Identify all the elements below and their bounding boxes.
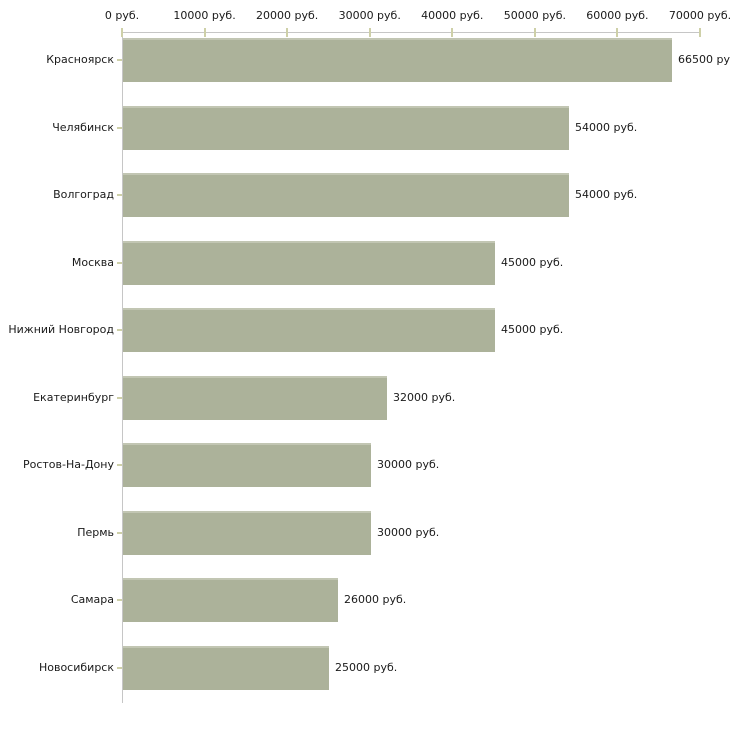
category-label: Ростов-На-Дону: [22, 458, 114, 471]
bar: [123, 510, 371, 555]
category-label: Самара: [70, 593, 114, 606]
x-axis-tick: [121, 28, 123, 37]
category-label: Волгоград: [53, 188, 114, 201]
y-axis-tick: [117, 531, 122, 534]
bar: [123, 105, 569, 150]
y-axis-tick: [117, 464, 122, 466]
bar-value-label: 25000 руб.: [335, 660, 398, 674]
category-label: Москва: [71, 255, 114, 269]
category-label: Пермь: [77, 525, 114, 539]
y-axis-tick: [117, 396, 122, 399]
category-label: Нижний Новгород: [8, 323, 114, 336]
x-axis-tick: [203, 28, 206, 37]
category-label: Новосибирск: [38, 660, 114, 674]
x-axis-tick-label: 50000 руб.: [503, 9, 566, 22]
bar: [123, 308, 495, 352]
category-label: Красноярск: [46, 53, 114, 66]
x-axis-tick-label: 20000 руб.: [256, 9, 319, 22]
category-label: Челябинск: [52, 120, 114, 134]
y-axis-tick: [117, 126, 122, 129]
y-axis-tick: [117, 194, 122, 196]
bar: [123, 173, 569, 217]
y-axis-tick: [117, 329, 122, 331]
bar-value-label: 45000 руб.: [501, 255, 564, 269]
category-label: Екатеринбург: [33, 390, 114, 404]
y-axis-tick: [117, 666, 122, 669]
x-axis-tick-label: 60000 руб.: [586, 9, 649, 22]
x-axis-tick-label: 10000 руб.: [173, 9, 236, 22]
y-axis-tick: [117, 599, 122, 601]
x-axis-tick: [616, 28, 619, 37]
bar-value-label: 66500 руб.: [678, 53, 730, 66]
y-axis-tick: [117, 59, 122, 61]
x-axis-line: [122, 32, 701, 33]
x-axis-tick: [451, 28, 454, 37]
x-axis-tick-label: 30000 руб.: [338, 9, 401, 22]
bar: [123, 578, 338, 622]
bar-value-label: 26000 руб.: [344, 593, 407, 606]
x-axis-tick-label: 0 руб.: [104, 9, 140, 22]
bar: [123, 38, 672, 82]
bar-value-label: 54000 руб.: [575, 120, 638, 134]
bar: [123, 645, 329, 690]
x-axis-tick: [533, 28, 536, 37]
bar-value-label: 54000 руб.: [575, 188, 638, 201]
bar: [123, 443, 371, 487]
y-axis-tick: [117, 261, 122, 264]
x-axis-tick: [699, 28, 701, 37]
bar: [123, 240, 495, 285]
x-axis-tick-label: 40000 руб.: [421, 9, 484, 22]
x-axis-tick-label: 70000 руб.: [668, 9, 730, 22]
bar-value-label: 30000 руб.: [377, 525, 440, 539]
y-axis-line: [122, 32, 123, 703]
bar-value-label: 30000 руб.: [377, 458, 440, 471]
bar: [123, 375, 387, 420]
x-axis-tick: [286, 28, 289, 37]
x-axis-tick: [368, 28, 371, 37]
bar-value-label: 45000 руб.: [501, 323, 564, 336]
bar-value-label: 32000 руб.: [393, 390, 456, 404]
